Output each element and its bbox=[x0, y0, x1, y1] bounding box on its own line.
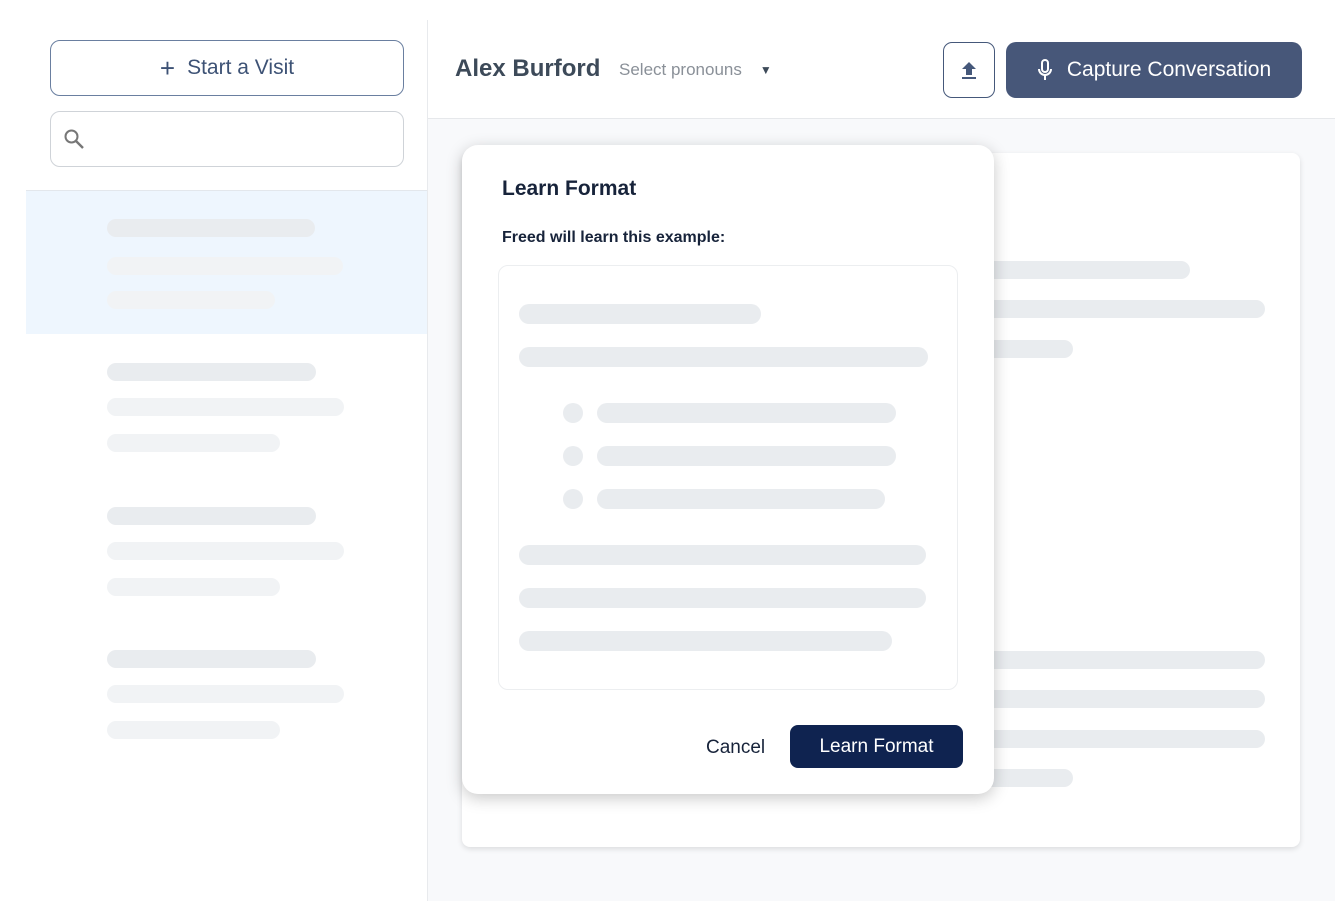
start-visit-button[interactable]: + Start a Visit bbox=[50, 40, 404, 96]
example-preview bbox=[498, 265, 958, 690]
learn-format-dialog bbox=[462, 145, 994, 794]
cancel-button[interactable]: Cancel bbox=[706, 737, 766, 758]
upload-icon bbox=[962, 62, 976, 79]
visit-list-item[interactable] bbox=[26, 484, 427, 614]
visit-list-item[interactable] bbox=[26, 340, 427, 470]
capture-label: Capture Conversation bbox=[1066, 58, 1272, 81]
upload-button[interactable] bbox=[943, 42, 995, 98]
microphone-icon bbox=[1037, 59, 1052, 80]
visit-list-item-selected[interactable] bbox=[26, 190, 427, 334]
search-icon bbox=[64, 129, 84, 149]
learn-format-button[interactable]: Learn Format bbox=[790, 725, 963, 768]
start-visit-label: Start a Visit bbox=[187, 56, 295, 79]
pronouns-select[interactable]: Select pronouns ▼ bbox=[619, 60, 772, 80]
dialog-subtitle: Freed will learn this example: bbox=[502, 229, 726, 246]
caret-down-icon: ▼ bbox=[759, 63, 772, 77]
plus-icon: + bbox=[159, 52, 176, 83]
visit-list-item[interactable] bbox=[26, 627, 427, 757]
capture-conversation-button[interactable]: Capture Conversation bbox=[1006, 42, 1302, 98]
patient-name: Alex Burford bbox=[455, 55, 601, 82]
pronouns-placeholder: Select pronouns bbox=[619, 60, 742, 79]
dialog-title: Learn Format bbox=[502, 177, 637, 200]
search-input[interactable] bbox=[50, 111, 404, 167]
